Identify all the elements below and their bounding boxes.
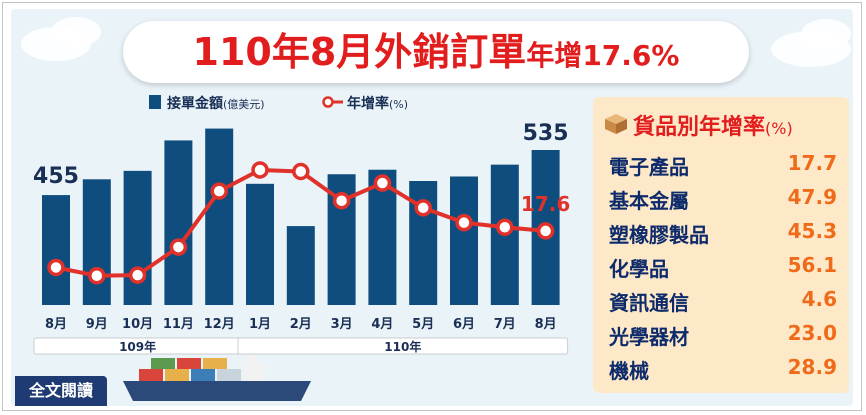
- panel-title-unit: (%): [765, 119, 793, 138]
- growth-point-1: [47, 258, 65, 277]
- item-name: 電子產品: [609, 155, 689, 179]
- item-value: 17.7: [787, 151, 837, 175]
- item-value: 47.9: [787, 185, 837, 209]
- x-tick-label-8: 3月: [331, 317, 353, 332]
- x-tick-label-1: 8月: [45, 317, 67, 332]
- growth-point-5: [210, 182, 228, 200]
- legend-line-marker: [322, 96, 334, 108]
- x-tick-label-7: 2月: [290, 317, 312, 332]
- product-growth-panel: 貨品別年增率(%) 電子產品 17.7 基本金屬 47.9 塑橡膠製品 45.3 化學…: [593, 97, 849, 393]
- title-main: 110年8月外銷訂單: [192, 30, 527, 74]
- legend-bar-swatch: [149, 95, 161, 109]
- list-item: 塑橡膠製品 45.3: [609, 215, 837, 249]
- legend-line-label-text: 年增率: [347, 95, 389, 112]
- x-tick-label-2: 9月: [86, 317, 108, 332]
- box-icon: [605, 114, 627, 134]
- item-value: 28.9: [787, 355, 837, 379]
- item-value: 45.3: [787, 219, 837, 243]
- growth-point-4: [169, 238, 188, 256]
- page-title: 110年8月外銷訂單年增17.6%: [123, 21, 749, 83]
- bar-2: [82, 179, 111, 305]
- panel-title-text: 貨品別年增率: [633, 115, 766, 140]
- year-bands: 109年 110年: [33, 337, 569, 355]
- year-band-2: [237, 337, 569, 355]
- item-name: 塑橡膠製品: [609, 223, 709, 247]
- growth-point-2: [88, 266, 106, 285]
- list-item: 基本金屬 47.9: [609, 181, 837, 215]
- item-value: 23.0: [787, 321, 837, 345]
- x-tick-label-10: 5月: [412, 317, 434, 332]
- legend-bar-label-text: 接單金額: [167, 95, 223, 112]
- infographic-background: 110年8月外銷訂單年增17.6% 接單金額(億美元) 年增率(%) 455 53…: [11, 9, 853, 406]
- bar-series: [42, 128, 560, 305]
- item-value: 56.1: [787, 253, 837, 277]
- x-tick-label-13: 8月: [535, 317, 557, 332]
- first-bar-value-label: 455: [33, 164, 79, 189]
- item-name: 基本金屬: [609, 189, 689, 213]
- growth-point-9: [373, 174, 392, 192]
- bar-7: [286, 226, 315, 305]
- legend-bar-unit: (億美元): [223, 98, 265, 111]
- list-item: 資訊通信 4.6: [609, 283, 837, 317]
- x-tick-label-11: 6月: [453, 317, 475, 332]
- bar-4: [164, 140, 193, 305]
- item-value: 4.6: [801, 287, 837, 311]
- growth-point-7: [292, 162, 310, 181]
- panel-header: 貨品別年增率(%): [603, 109, 843, 141]
- x-tick-label-9: 4月: [371, 317, 393, 332]
- title-suffix: 年增17.6%: [526, 39, 680, 72]
- year-band-label-1: 109年: [119, 339, 156, 354]
- item-name: 機械: [609, 359, 649, 383]
- cloud-decoration: [51, 17, 101, 47]
- x-tick-label-5: 12月: [204, 317, 235, 332]
- last-growth-value-label: 17.6: [521, 192, 570, 216]
- x-tick-label-3: 10月: [122, 317, 153, 332]
- growth-point-12: [496, 218, 514, 237]
- bar-5: [205, 128, 234, 305]
- list-item: 光學器材 23.0: [609, 317, 837, 351]
- legend-bar-label: 接單金額(億美元): [167, 95, 265, 112]
- bar-1: [42, 195, 70, 305]
- growth-point-10: [414, 199, 432, 217]
- x-axis-ticks: 8月 9月 10月 11月 12月 1月 2月 3月 4月 5月 6月 7月 8月: [45, 317, 557, 332]
- growth-point-6: [251, 161, 269, 179]
- panel-title: 貨品別年增率(%): [633, 109, 793, 141]
- last-bar-value-label: 535: [523, 121, 569, 146]
- line-series: [47, 161, 555, 285]
- orders-chart: 接單金額(億美元) 年增率(%) 455 535 17.6 8月 9月 10月 11月 12…: [33, 95, 570, 401]
- growth-point-13: [536, 222, 555, 240]
- cargo-ship-illustration: [123, 355, 311, 401]
- growth-point-3: [128, 266, 147, 284]
- x-tick-label-4: 11月: [163, 317, 194, 332]
- list-item: 機械 28.9: [609, 351, 837, 385]
- year-band-label-2: 110年: [384, 339, 421, 354]
- bar-9: [368, 169, 397, 305]
- read-full-article-button[interactable]: 全文閱讀: [15, 376, 107, 406]
- title-banner: 110年8月外銷訂單年增17.6%: [123, 21, 749, 83]
- bar-6: [246, 183, 274, 305]
- item-name: 光學器材: [609, 325, 689, 349]
- list-item: 電子產品 17.7: [609, 147, 837, 181]
- data-labels: 455 535 17.6: [33, 121, 570, 216]
- growth-point-8: [332, 191, 351, 210]
- item-name: 資訊通信: [609, 291, 689, 315]
- list-item: 化學品 56.1: [609, 249, 837, 283]
- panel-list: 電子產品 17.7 基本金屬 47.9 塑橡膠製品 45.3 化學品 56.1 資訊通信…: [609, 147, 837, 385]
- x-tick-label-6: 1月: [249, 317, 271, 332]
- chart-legend: 接單金額(億美元) 年增率(%): [149, 95, 408, 112]
- bar-3: [123, 170, 152, 305]
- x-tick-label-12: 7月: [494, 317, 516, 332]
- item-name: 化學品: [609, 257, 669, 281]
- cloud-decoration: [801, 19, 851, 49]
- infographic-frame: 110年8月外銷訂單年增17.6% 接單金額(億美元) 年增率(%) 455 53…: [2, 2, 862, 411]
- legend-line-unit: (%): [389, 98, 408, 111]
- growth-point-11: [455, 213, 473, 232]
- bar-11: [450, 176, 478, 305]
- legend-line-label: 年增率(%): [347, 95, 408, 112]
